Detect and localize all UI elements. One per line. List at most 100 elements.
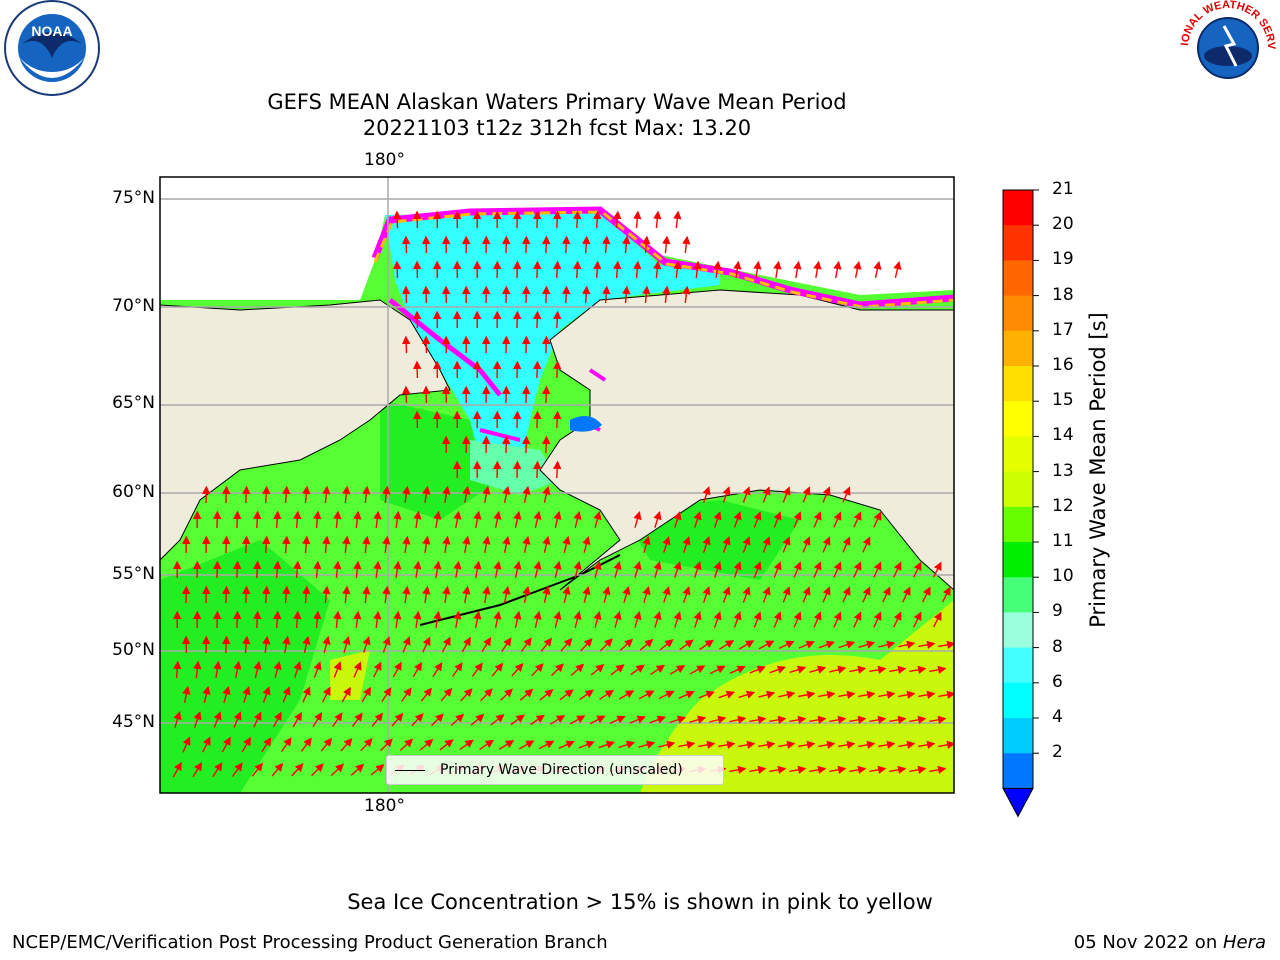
- wave-direction-arrow: [392, 661, 402, 678]
- wave-direction-arrow: [351, 712, 363, 727]
- wave-direction-arrow: [918, 740, 936, 749]
- wave-direction-arrow: [222, 685, 231, 703]
- wave-direction-arrow: [869, 765, 887, 774]
- wave-direction-arrow: [762, 486, 771, 503]
- wave-direction-arrow: [420, 687, 432, 702]
- wave-direction-arrow: [342, 485, 351, 504]
- wave-direction-arrow: [709, 715, 727, 724]
- wave-direction-arrow: [593, 610, 602, 628]
- wave-direction-arrow: [302, 686, 311, 703]
- wave-direction-arrow: [719, 640, 735, 650]
- wave-direction-arrow: [313, 560, 322, 579]
- wave-direction-arrow: [341, 686, 351, 703]
- wave-direction-arrow: [593, 560, 602, 578]
- wave-direction-arrow: [360, 738, 373, 752]
- wave-direction-arrow: [658, 690, 675, 700]
- wave-direction-arrow: [192, 762, 203, 778]
- wave-direction-arrow: [722, 586, 731, 603]
- wave-direction-arrow: [493, 610, 502, 628]
- wave-direction-arrow: [312, 712, 323, 728]
- wave-direction-arrow: [582, 585, 591, 603]
- wave-direction-arrow: [362, 485, 371, 503]
- wave-direction-arrow: [633, 560, 642, 578]
- wave-direction-arrow: [653, 210, 662, 229]
- wave-direction-arrow: [242, 485, 251, 504]
- lon-label-top: 180°: [364, 150, 405, 170]
- wave-direction-arrow: [742, 486, 751, 503]
- wave-direction-arrow: [853, 260, 862, 278]
- wave-direction-arrow: [261, 737, 272, 753]
- wave-direction-arrow: [340, 737, 353, 752]
- colorbar-segment: [1003, 295, 1033, 332]
- wave-direction-arrow: [658, 740, 676, 749]
- wave-direction-arrow: [313, 661, 322, 678]
- wave-direction-arrow: [809, 665, 827, 674]
- wave-direction-arrow: [718, 740, 736, 749]
- wave-direction-arrow: [689, 715, 707, 724]
- colorbar-tick-label: 8: [1052, 636, 1063, 657]
- wave-direction-arrow: [932, 611, 942, 628]
- wave-direction-arrow: [679, 639, 694, 651]
- wave-direction-arrow: [300, 737, 312, 752]
- wave-direction-arrow: [273, 660, 282, 678]
- wave-direction-arrow: [533, 310, 542, 329]
- wave-direction-arrow: [882, 586, 891, 603]
- wave-direction-arrow: [401, 687, 412, 702]
- wave-direction-arrow: [818, 740, 836, 749]
- wave-direction-arrow: [842, 536, 851, 553]
- wave-direction-arrow: [302, 635, 311, 653]
- wave-direction-arrow: [878, 740, 896, 749]
- wave-direction-arrow: [402, 585, 411, 603]
- wave-direction-arrow: [373, 560, 382, 578]
- wave-direction-arrow: [282, 535, 291, 554]
- wave-direction-arrow: [913, 561, 922, 578]
- wave-direction-arrow: [542, 435, 551, 454]
- wave-direction-arrow: [373, 661, 382, 678]
- wave-direction-arrow: [522, 485, 531, 503]
- wave-direction-arrow: [582, 535, 591, 553]
- wave-direction-arrow: [333, 661, 342, 678]
- wave-direction-arrow: [538, 740, 555, 750]
- wave-direction-arrow: [273, 510, 282, 529]
- wave-direction-arrow: [419, 739, 434, 751]
- colorbar-tick-label: 11: [1052, 531, 1074, 551]
- wave-direction-arrow: [932, 561, 942, 578]
- wave-direction-arrow: [633, 260, 642, 279]
- wave-direction-arrow: [542, 285, 551, 304]
- wave-direction-arrow: [869, 715, 887, 724]
- wave-direction-arrow: [362, 636, 371, 653]
- wave-direction-arrow: [758, 640, 775, 650]
- wave-direction-arrow: [618, 690, 635, 700]
- wave-direction-arrow: [422, 585, 431, 604]
- wave-direction-arrow: [862, 586, 871, 603]
- wave-direction-arrow: [479, 739, 495, 750]
- colorbar-segment: [1003, 366, 1033, 402]
- wave-direction-arrow: [878, 640, 896, 649]
- wave-direction-arrow: [673, 611, 682, 628]
- wave-direction-arrow: [502, 535, 511, 553]
- wave-direction-arrow: [829, 715, 847, 724]
- wave-direction-arrow: [909, 665, 927, 674]
- colorbar-segment: [1003, 612, 1033, 649]
- wave-direction-arrow: [838, 740, 856, 749]
- colorbar-tick-label: 9: [1052, 601, 1063, 622]
- wave-direction-arrow: [733, 511, 742, 528]
- wave-direction-arrow: [838, 640, 856, 649]
- wave-direction-arrow: [798, 690, 816, 699]
- wave-direction-arrow: [511, 662, 524, 677]
- wave-direction-arrow: [733, 611, 742, 628]
- wave-direction-arrow: [510, 714, 525, 726]
- wave-direction-arrow: [231, 762, 243, 777]
- wave-direction-arrow: [253, 660, 262, 678]
- map-frame: [159, 176, 955, 794]
- wave-direction-arrow: [729, 715, 747, 724]
- wave-direction-arrow: [718, 690, 736, 699]
- wave-direction-arrow: [778, 640, 795, 650]
- wave-direction-arrow: [713, 611, 722, 628]
- wave-direction-arrow: [822, 486, 831, 503]
- wave-direction-arrow: [440, 687, 453, 702]
- nws-logo: NATIONAL WEATHER SERVICE: [1178, 0, 1277, 94]
- wave-direction-arrow: [813, 611, 822, 628]
- wave-direction-arrow: [490, 714, 505, 726]
- wave-direction-arrow: [333, 610, 342, 629]
